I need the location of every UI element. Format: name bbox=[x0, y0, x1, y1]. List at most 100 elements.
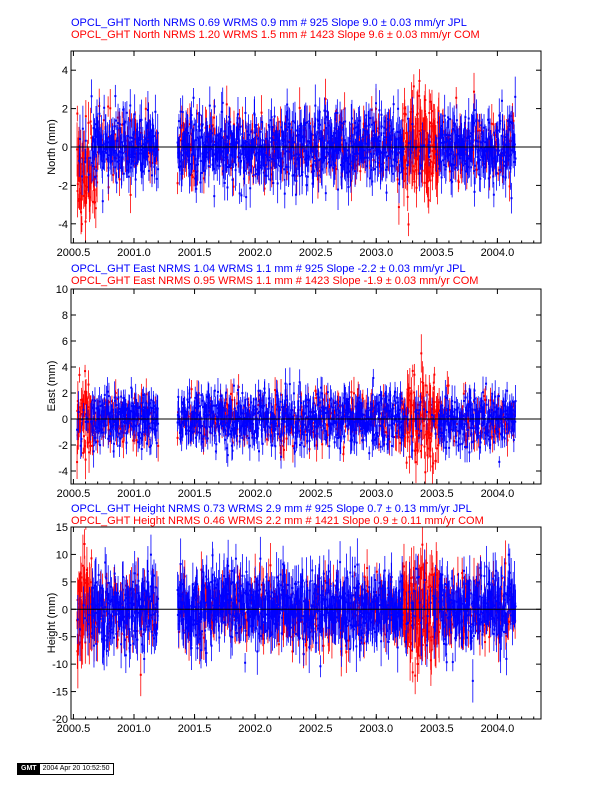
data-point bbox=[313, 159, 316, 162]
data-point bbox=[497, 398, 500, 401]
data-point bbox=[350, 391, 353, 394]
data-point bbox=[211, 124, 214, 127]
data-point bbox=[430, 160, 433, 163]
data-point bbox=[293, 414, 296, 417]
data-point bbox=[428, 170, 431, 173]
data-point bbox=[268, 137, 271, 140]
data-point bbox=[426, 180, 429, 183]
data-point bbox=[88, 173, 91, 176]
data-point bbox=[378, 135, 381, 138]
data-point bbox=[425, 140, 428, 143]
data-point bbox=[77, 155, 80, 158]
data-point bbox=[139, 431, 142, 434]
data-point bbox=[336, 140, 339, 143]
data-point bbox=[451, 149, 454, 152]
data-point bbox=[333, 127, 336, 130]
data-point bbox=[201, 171, 204, 174]
data-point bbox=[96, 440, 99, 443]
data-point bbox=[301, 150, 304, 153]
data-point bbox=[364, 142, 367, 145]
data-point bbox=[256, 168, 259, 171]
y-axis-label: East (mm) bbox=[46, 361, 58, 412]
data-point bbox=[322, 141, 325, 144]
data-point bbox=[146, 140, 149, 143]
data-point bbox=[121, 425, 124, 428]
data-point bbox=[299, 154, 302, 157]
data-point bbox=[132, 439, 135, 442]
data-point bbox=[240, 194, 243, 197]
data-point bbox=[432, 124, 435, 127]
data-point bbox=[502, 413, 505, 416]
data-point bbox=[347, 161, 350, 164]
data-point bbox=[423, 119, 426, 122]
data-point bbox=[343, 414, 346, 417]
data-point bbox=[255, 124, 258, 127]
data-point bbox=[374, 160, 377, 163]
data-point bbox=[82, 152, 85, 155]
data-point bbox=[89, 413, 92, 416]
data-point bbox=[120, 170, 123, 173]
data-point bbox=[478, 129, 481, 132]
data-point bbox=[324, 192, 327, 195]
data-point bbox=[440, 141, 443, 144]
data-point bbox=[117, 412, 120, 415]
data-point bbox=[374, 120, 377, 123]
data-point bbox=[284, 144, 287, 147]
data-point bbox=[271, 157, 274, 160]
data-point bbox=[504, 136, 507, 139]
data-point bbox=[151, 161, 154, 164]
data-point bbox=[436, 175, 439, 178]
data-point bbox=[438, 167, 441, 170]
data-point bbox=[340, 163, 343, 166]
data-point bbox=[404, 172, 407, 175]
data-point bbox=[378, 163, 381, 166]
data-point bbox=[470, 132, 473, 135]
data-point bbox=[138, 405, 141, 408]
data-point bbox=[181, 139, 184, 142]
data-point bbox=[154, 147, 157, 150]
data-point bbox=[433, 400, 436, 403]
data-point bbox=[198, 145, 201, 148]
data-point bbox=[103, 410, 106, 413]
data-point bbox=[397, 206, 400, 209]
data-point bbox=[493, 430, 496, 433]
data-point bbox=[230, 392, 233, 395]
data-point bbox=[126, 134, 129, 137]
data-point bbox=[86, 428, 89, 431]
data-point bbox=[505, 165, 508, 168]
data-point bbox=[282, 147, 285, 150]
data-point bbox=[118, 128, 121, 131]
data-point bbox=[371, 180, 374, 183]
data-point bbox=[364, 129, 367, 132]
data-point bbox=[121, 151, 124, 154]
data-point bbox=[431, 174, 434, 177]
data-point bbox=[135, 152, 138, 155]
data-point bbox=[76, 409, 79, 412]
data-point bbox=[274, 143, 277, 146]
data-point bbox=[336, 112, 339, 115]
y-tick-label: 2 bbox=[62, 104, 68, 116]
data-point bbox=[509, 153, 512, 156]
data-point bbox=[94, 425, 97, 428]
data-point bbox=[109, 107, 112, 110]
data-point bbox=[219, 139, 222, 142]
data-point bbox=[407, 399, 410, 402]
data-point bbox=[455, 119, 458, 122]
data-point bbox=[192, 140, 195, 143]
data-point bbox=[476, 409, 479, 412]
data-point bbox=[250, 155, 253, 158]
data-point bbox=[469, 135, 472, 138]
data-point bbox=[141, 409, 144, 412]
data-point bbox=[180, 124, 183, 127]
data-point bbox=[102, 154, 105, 157]
data-point bbox=[429, 179, 432, 182]
data-point bbox=[491, 435, 494, 438]
data-point bbox=[85, 186, 88, 189]
data-point bbox=[93, 201, 96, 204]
data-point bbox=[91, 200, 94, 203]
data-point bbox=[354, 126, 357, 129]
data-point bbox=[249, 187, 252, 190]
data-point bbox=[502, 175, 505, 178]
data-point bbox=[115, 151, 118, 154]
data-point bbox=[327, 141, 330, 144]
